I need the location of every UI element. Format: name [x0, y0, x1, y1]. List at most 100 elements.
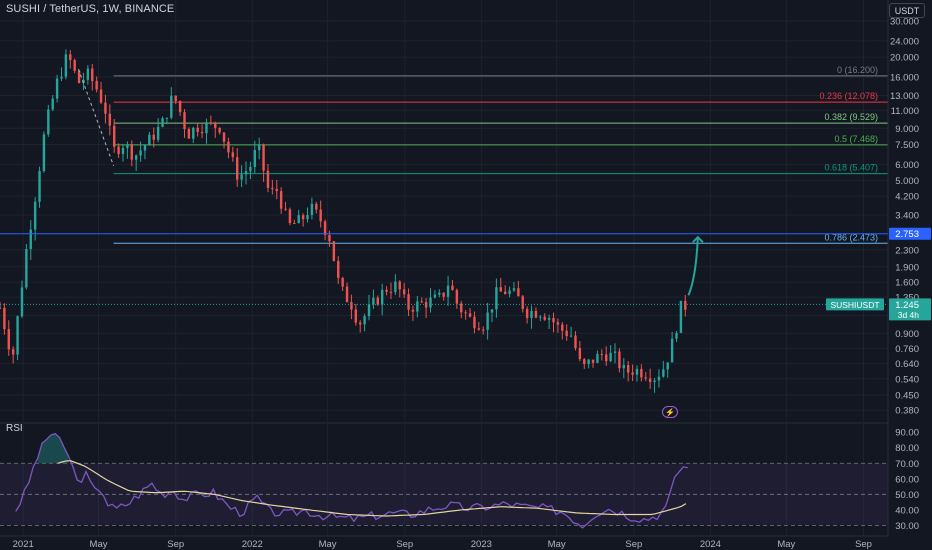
- candle-body: [288, 209, 292, 224]
- candle-body: [130, 144, 133, 160]
- time-tick-label: May: [90, 539, 108, 550]
- candle-body: [47, 109, 50, 135]
- time-tick-label: 2022: [242, 539, 263, 550]
- horizontal-line-price-tag: [889, 227, 931, 240]
- time-axis[interactable]: 2021 May Sep 2022 May Sep 2023 May Sep 2024 May Sep: [13, 539, 872, 550]
- arrow-drawing[interactable]: [687, 237, 699, 296]
- candle-body: [170, 95, 173, 118]
- price-tick-label: 11.000: [891, 106, 919, 117]
- candle-body: [236, 157, 239, 180]
- candle-body: [341, 277, 344, 287]
- rsi-tick-label: 50.00: [895, 490, 919, 501]
- candle-body: [684, 300, 687, 310]
- lightning-bolt-icon[interactable]: ⚡: [662, 406, 678, 418]
- fib-level-label: 0.5 (7.468): [834, 134, 878, 144]
- candle-body: [297, 215, 300, 224]
- candle-body: [429, 297, 432, 308]
- candle-body: [200, 132, 204, 134]
- symbol-title: SUSHI / TetherUS, 1W, BINANCE: [6, 3, 175, 15]
- candle-body: [315, 203, 318, 210]
- price-tick-label: 24.000: [890, 36, 919, 47]
- fibonacci-retracement[interactable]: 0 (16.200) 0.236 (12.078) 0.382 (9.529) 0.5…: [113, 65, 888, 244]
- candle-body: [253, 150, 256, 167]
- rsi-series: [15, 432, 688, 529]
- candle-body: [402, 289, 406, 295]
- candle-body: [363, 316, 366, 325]
- candle-body: [73, 60, 76, 71]
- time-tick-label: 2023: [471, 539, 492, 550]
- symbol-tag: [826, 298, 884, 311]
- currency-button[interactable]: USDT: [889, 3, 925, 18]
- candle-body: [539, 316, 542, 318]
- price-axis[interactable]: 30.000 24.000 20.000 16.000 13.000 11.000 9.00…: [887, 0, 932, 550]
- candle-body: [16, 316, 19, 355]
- time-tick-label: May: [777, 539, 795, 550]
- candle-body: [359, 322, 362, 325]
- horizontal-line-price-label: 2.753: [895, 229, 919, 240]
- last-price-label: 1.245: [895, 300, 919, 311]
- candle-body: [631, 372, 634, 375]
- candle-body: [618, 351, 621, 369]
- candle-body: [257, 144, 261, 151]
- rsi-tick-label: 80.00: [895, 443, 919, 454]
- candle-body: [152, 134, 155, 140]
- candle-body: [178, 101, 182, 113]
- candle-body: [407, 294, 410, 310]
- candle-body: [7, 329, 10, 350]
- candle-body: [468, 313, 472, 317]
- candle-body: [394, 281, 397, 293]
- candle-body: [380, 289, 384, 305]
- candle-body: [499, 287, 503, 292]
- candle-body: [411, 309, 415, 312]
- candle-body: [113, 125, 116, 147]
- candle-body: [104, 102, 107, 114]
- candle-body: [644, 377, 647, 379]
- candle-body: [675, 332, 678, 339]
- candle-body: [77, 70, 81, 83]
- candle-body: [60, 76, 63, 79]
- candle-body: [578, 348, 582, 360]
- rsi-tick-label: 40.00: [895, 505, 919, 516]
- candle-body: [635, 368, 639, 375]
- candle-body: [565, 330, 568, 337]
- candle-body: [367, 304, 371, 317]
- trend-line[interactable]: [77, 68, 115, 167]
- candle-body: [25, 249, 28, 288]
- candle-body: [262, 144, 265, 171]
- time-tick-label: Sep: [167, 539, 184, 550]
- candle-body: [587, 359, 590, 364]
- candle-body: [196, 127, 199, 133]
- time-tick-label: Sep: [396, 539, 413, 550]
- candle-body: [306, 215, 309, 220]
- candle-body: [55, 78, 59, 99]
- drawing-overlay[interactable]: SUSHIUSDT: [0, 68, 888, 311]
- candle-body: [218, 127, 221, 133]
- candle-body: [460, 303, 463, 313]
- candle-body: [209, 122, 213, 124]
- candle-body: [0, 307, 2, 309]
- price-tick-label: 1.900: [895, 262, 919, 273]
- candle-body: [613, 351, 617, 353]
- candle-body: [605, 354, 608, 362]
- price-tick-label: 1.600: [895, 278, 919, 289]
- candle-body: [398, 281, 401, 290]
- candle-body: [508, 290, 511, 294]
- candle-body: [95, 81, 98, 90]
- candle-body: [433, 294, 437, 298]
- candle-body: [464, 312, 467, 314]
- candle-body: [596, 353, 599, 363]
- candle-body: [534, 311, 538, 318]
- candle-body: [301, 215, 305, 220]
- candle-body: [648, 378, 652, 383]
- rsi-band: [0, 462, 888, 526]
- candle-body: [389, 291, 393, 293]
- candle-body: [345, 286, 349, 303]
- rsi-tick-label: 30.00: [895, 521, 919, 532]
- candle-body: [310, 203, 314, 216]
- candle-body: [521, 296, 524, 309]
- time-tick-label: May: [319, 539, 337, 550]
- candle-body: [134, 155, 138, 160]
- candle-body: [156, 126, 160, 140]
- candle-body: [583, 359, 586, 364]
